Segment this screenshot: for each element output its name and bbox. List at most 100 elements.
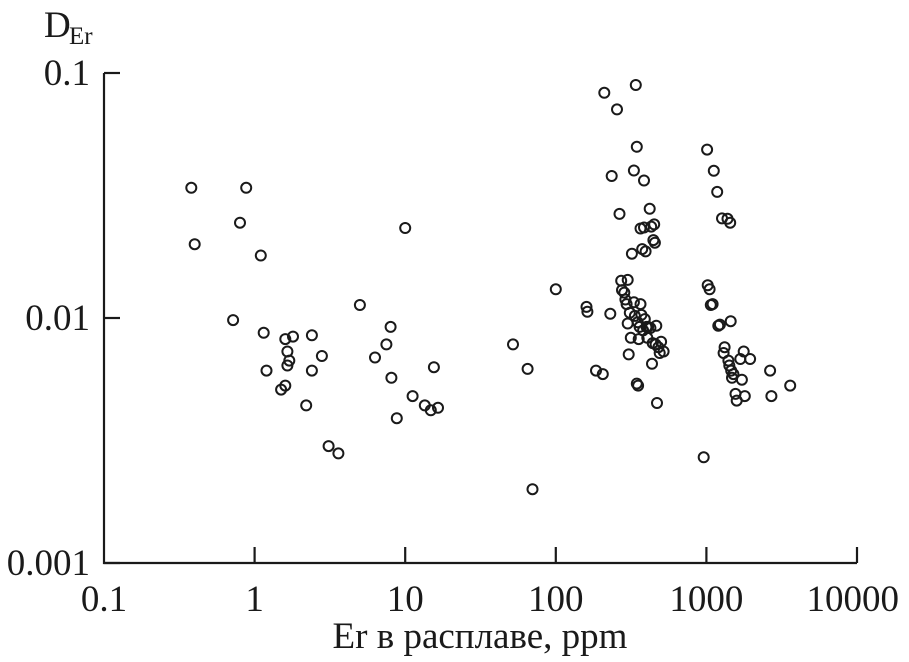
data-point (638, 221, 650, 234)
data-point (305, 329, 318, 342)
data-point (227, 314, 240, 327)
data-point (634, 298, 647, 311)
data-point (596, 368, 609, 381)
data-points (185, 79, 797, 496)
data-point (322, 440, 335, 453)
data-point (590, 364, 602, 377)
data-point (369, 351, 381, 364)
data-point (260, 364, 273, 377)
data-point (605, 170, 618, 182)
data-point (646, 357, 658, 370)
data-point (639, 245, 652, 258)
data-point (581, 305, 594, 318)
data-point (737, 345, 750, 358)
x-tick-label: 10 (387, 579, 424, 620)
data-point (784, 379, 797, 392)
data-point (384, 320, 397, 333)
data-point (625, 247, 638, 260)
data-point (613, 207, 626, 220)
data-point (765, 390, 778, 403)
data-point (651, 397, 663, 409)
y-axis-title-subscript: Er (69, 23, 93, 50)
x-axis-ticks: 0.1 1 10 100 1000 10000 (81, 547, 899, 620)
data-point (257, 326, 270, 339)
data-point (549, 283, 562, 296)
data-point (701, 143, 714, 156)
x-tick-label: 10000 (807, 579, 900, 620)
x-tick-label: 100 (528, 579, 584, 620)
data-point (643, 202, 656, 215)
data-point (648, 218, 661, 231)
data-point (632, 379, 645, 392)
y-axis-title-main: D (44, 5, 71, 46)
data-point (624, 331, 637, 344)
data-point (432, 401, 444, 414)
data-point (627, 164, 640, 177)
x-tick-label: 1 (245, 579, 264, 620)
data-point (526, 483, 539, 496)
data-point (188, 238, 201, 251)
data-point (240, 181, 253, 194)
data-point (697, 451, 710, 464)
x-axis-title: Er в расплаве, ppm (333, 616, 628, 657)
data-point (287, 330, 299, 343)
data-point (283, 354, 296, 367)
data-point (580, 300, 593, 313)
data-point (507, 338, 519, 351)
data-point (424, 404, 437, 417)
data-point (390, 412, 403, 425)
data-point (399, 222, 412, 234)
data-point (521, 362, 534, 375)
data-point (254, 249, 267, 262)
y-tick-label: 0.001 (7, 543, 90, 584)
data-point (724, 315, 737, 328)
data-point (427, 361, 440, 374)
data-point (406, 390, 419, 403)
y-tick-label: 0.01 (25, 298, 90, 339)
data-point (305, 364, 318, 377)
data-point (657, 345, 670, 358)
data-point (650, 319, 663, 332)
data-point (621, 273, 634, 286)
data-point (638, 174, 650, 187)
data-point (711, 185, 724, 198)
data-point (353, 299, 366, 311)
data-point (735, 373, 748, 386)
data-point (764, 364, 777, 377)
y-tick-label: 0.1 (44, 53, 90, 94)
data-point (630, 140, 643, 153)
x-tick-label: 1000 (669, 579, 743, 620)
data-point (744, 353, 757, 365)
data-point (629, 79, 642, 91)
data-point (234, 216, 246, 229)
data-point (185, 181, 198, 194)
data-point (300, 399, 313, 412)
data-point (618, 286, 631, 299)
data-point (604, 307, 617, 320)
data-point (718, 341, 731, 354)
data-point (706, 298, 719, 311)
data-point (738, 390, 751, 403)
data-point (380, 338, 393, 351)
axes-frame (102, 73, 857, 565)
data-point (627, 296, 640, 309)
data-point (315, 350, 328, 362)
data-point (703, 283, 716, 296)
y-axis-title: D Er (44, 5, 93, 50)
data-point (622, 348, 635, 361)
data-point (332, 447, 345, 460)
data-point (645, 220, 658, 233)
data-point (727, 368, 740, 381)
y-axis-ticks: 0.001 0.01 0.1 (7, 53, 120, 584)
data-point (648, 236, 661, 249)
data-point (279, 379, 292, 392)
data-point (707, 164, 720, 177)
data-point (713, 318, 726, 331)
data-point (279, 333, 292, 346)
x-tick-label: 0.1 (81, 579, 127, 620)
data-point (598, 86, 611, 99)
data-point (644, 322, 657, 334)
data-point (611, 103, 623, 116)
data-point (385, 371, 398, 384)
